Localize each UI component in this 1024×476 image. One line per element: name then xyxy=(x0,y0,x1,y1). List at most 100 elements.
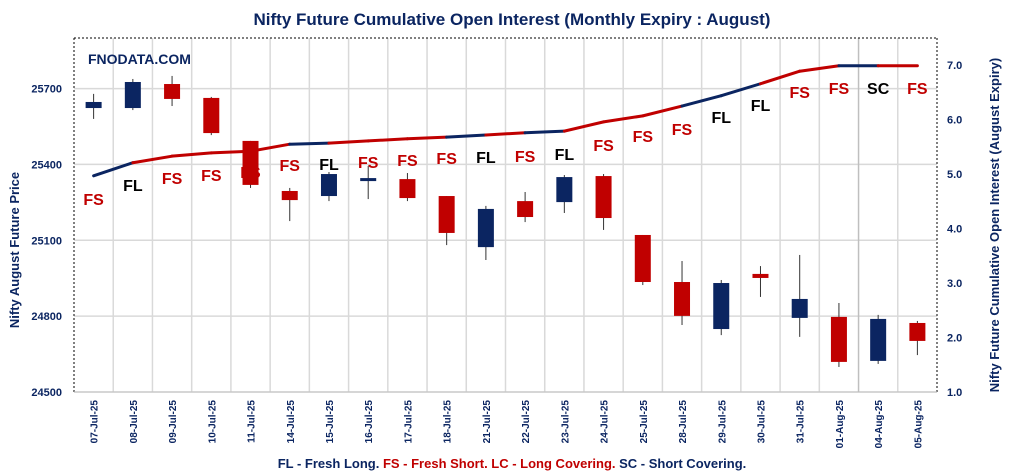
x-tick-label: 25-Jul-25 xyxy=(639,400,650,444)
x-tick-label: 09-Jul-25 xyxy=(168,400,179,444)
oi-line-segment xyxy=(680,94,723,108)
x-tick-label: 22-Jul-25 xyxy=(521,400,532,444)
candle-body xyxy=(320,174,337,197)
y-tick-right: 6.0 xyxy=(947,115,962,127)
legend: FL - Fresh Long. FS - Fresh Short. LC - … xyxy=(0,456,1024,471)
candle-body xyxy=(791,298,808,318)
oi-line-segment xyxy=(484,131,527,137)
candle-body xyxy=(909,322,926,341)
candle-body xyxy=(203,97,220,134)
x-tick-label: 29-Jul-25 xyxy=(717,400,728,444)
y-tick-right: 1.0 xyxy=(947,387,962,399)
oi-line-segment xyxy=(405,135,449,141)
oi-line-segment xyxy=(209,149,253,155)
oi-line-segment xyxy=(523,129,566,135)
signal-label: FS xyxy=(240,165,261,182)
y-tick-right: 4.0 xyxy=(947,224,962,236)
candle-body xyxy=(438,196,455,233)
x-tick-label: 31-Jul-25 xyxy=(796,400,807,444)
candle-body xyxy=(595,176,612,219)
signal-label: FS xyxy=(358,155,379,172)
oi-line-segment xyxy=(366,137,409,143)
signal-label: FL xyxy=(751,98,771,115)
y-tick-left: 25100 xyxy=(31,235,62,247)
x-tick-label: 28-Jul-25 xyxy=(678,400,689,444)
signal-label: FS xyxy=(436,151,457,168)
oi-line-segment xyxy=(327,139,370,145)
legend-fs-lc: FS - Fresh Short. LC - Long Covering. xyxy=(382,456,616,471)
signal-label: FL xyxy=(476,150,496,167)
oi-line-segment xyxy=(288,141,331,146)
signal-label: FS xyxy=(280,158,301,175)
oi-line-segment xyxy=(641,104,684,118)
x-tick-label: 11-Jul-25 xyxy=(247,400,258,443)
x-tick-label: 24-Jul-25 xyxy=(600,400,611,444)
x-tick-label: 17-Jul-25 xyxy=(403,400,414,444)
x-tick-label: 01-Aug-25 xyxy=(835,400,846,449)
x-tick-label: 08-Jul-25 xyxy=(129,400,140,444)
x-tick-label: 16-Jul-25 xyxy=(364,400,375,444)
y-tick-right: 5.0 xyxy=(947,169,962,181)
y-tick-left: 24800 xyxy=(31,311,62,323)
candle-body xyxy=(752,273,769,278)
signal-label: SC xyxy=(867,81,890,98)
signal-label: FS xyxy=(633,129,654,146)
oi-line-segment xyxy=(798,64,841,73)
oi-line-segment xyxy=(131,154,174,165)
oi-line-segment xyxy=(249,142,292,153)
oi-line-segment xyxy=(758,69,802,86)
signal-label: FL xyxy=(319,157,339,174)
signal-label: FS xyxy=(397,153,418,170)
signal-label: FL xyxy=(711,110,731,127)
candle-body xyxy=(164,84,181,99)
y-tick-left: 24500 xyxy=(31,387,62,399)
signal-label: FS xyxy=(829,81,850,98)
x-tick-label: 18-Jul-25 xyxy=(443,400,454,444)
y-tick-left: 25700 xyxy=(31,84,62,96)
candle-body xyxy=(85,101,102,109)
y-axis-label-right: Nifty Future Cumulative Open Interest (A… xyxy=(987,58,1002,392)
signal-label: FS xyxy=(907,81,928,98)
signal-label: FL xyxy=(555,147,575,164)
candle-body xyxy=(399,179,416,199)
candle-body xyxy=(124,81,141,109)
y-tick-right: 3.0 xyxy=(947,278,962,290)
oi-line-segment xyxy=(562,120,606,133)
oi-line-segment xyxy=(445,133,488,139)
candle-body xyxy=(556,177,573,203)
signal-label: FS xyxy=(162,171,183,188)
signal-label: FS xyxy=(672,122,693,139)
oi-line-segment xyxy=(719,82,762,98)
oi-line-segment xyxy=(602,114,645,124)
candle-body xyxy=(634,234,651,283)
candle-body xyxy=(713,283,730,330)
x-tick-label: 10-Jul-25 xyxy=(207,400,218,444)
candle-body xyxy=(517,201,534,218)
candle-body xyxy=(360,178,377,182)
signal-label: FS xyxy=(515,149,536,166)
legend-fl: FL - Fresh Long. xyxy=(277,456,380,471)
signal-label: FS xyxy=(593,138,614,155)
x-tick-label: 30-Jul-25 xyxy=(756,400,767,444)
x-tick-label: 04-Aug-25 xyxy=(874,400,885,449)
x-tick-label: 21-Jul-25 xyxy=(482,400,493,444)
signal-label: FS xyxy=(83,192,104,209)
legend-sc: SC - Short Covering. xyxy=(619,456,747,471)
candle-body xyxy=(830,316,847,362)
oi-line-segment xyxy=(92,161,135,178)
oi-line-segment xyxy=(170,151,213,158)
signal-label: FL xyxy=(123,178,143,195)
y-tick-right: 2.0 xyxy=(947,333,962,345)
candle-body xyxy=(281,190,298,201)
chart-title: Nifty Future Cumulative Open Interest (M… xyxy=(253,10,771,29)
candle-body xyxy=(477,208,494,248)
x-tick-label: 05-Aug-25 xyxy=(913,400,924,449)
y-axis-label-left: Nifty August Future Price xyxy=(7,172,22,328)
signal-label: FS xyxy=(201,168,222,185)
x-tick-label: 23-Jul-25 xyxy=(560,400,571,444)
x-tick-label: 14-Jul-25 xyxy=(286,400,297,444)
signal-label: FS xyxy=(789,85,810,102)
y-tick-right: 7.0 xyxy=(947,60,962,72)
